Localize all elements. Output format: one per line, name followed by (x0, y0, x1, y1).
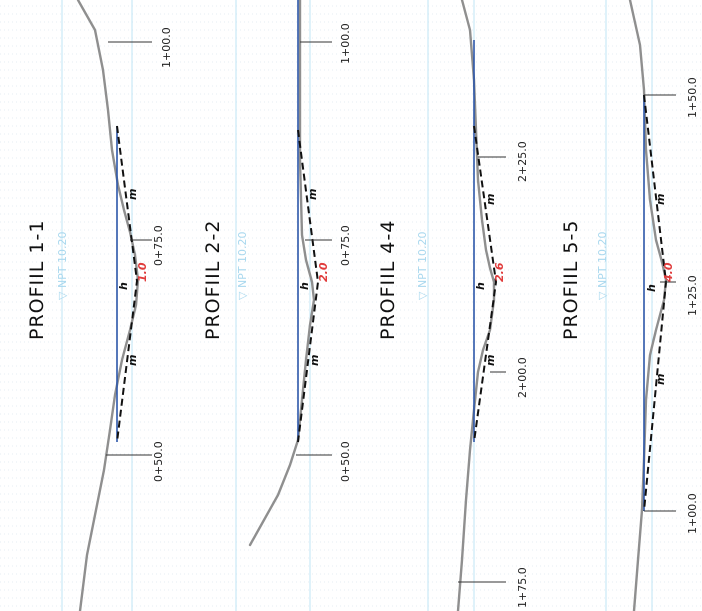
slope-label: m (654, 194, 667, 205)
slope-label: m (126, 189, 139, 200)
depth-value: 2.0 (317, 262, 330, 282)
depth-symbol: h (474, 282, 487, 290)
station-label: 0+75.0 (152, 225, 165, 266)
station-label: 1+00.0 (339, 23, 352, 64)
slope-label: m (484, 194, 497, 205)
depth-symbol: h (298, 282, 311, 290)
profile-5-5: m m h 4.0 PROFIIL 5-5 ▽ NPT 10.20 1+50.0… (560, 0, 699, 611)
station-label: 1+75.0 (516, 567, 529, 608)
profile-2-2: m m h 2.0 PROFIIL 2-2 ▽ NPT 10.20 1+00.0… (202, 0, 352, 611)
depth-symbol: h (645, 284, 658, 292)
depth-symbol: h (117, 282, 130, 290)
npt-label: ▽ NPT 10.20 (236, 231, 249, 300)
slope-label: m (654, 374, 667, 385)
profile-4-4: m m h 2.6 PROFIIL 4-4 ▽ NPT 10.20 2+25.0… (377, 0, 529, 611)
station-label: 2+00.0 (516, 357, 529, 398)
station-label: 1+00.0 (686, 493, 699, 534)
station-label: 0+50.0 (152, 441, 165, 482)
npt-label: ▽ NPT 10.20 (596, 231, 609, 300)
station-label: 1+50.0 (686, 77, 699, 118)
terrain-line (248, 0, 316, 547)
profile-title: PROFIIL 5-5 (560, 220, 582, 340)
slope-label: m (484, 355, 497, 366)
profile-title: PROFIIL 1-1 (26, 220, 48, 340)
slope-label: m (308, 355, 321, 366)
station-label: 1+00.0 (160, 27, 173, 68)
npt-label: ▽ NPT 10.20 (416, 231, 429, 300)
design-section (116, 125, 139, 443)
terrain-line (628, 0, 668, 611)
depth-value: 4.0 (662, 262, 675, 283)
slope-label: m (126, 355, 139, 366)
terrain-line (76, 0, 140, 611)
depth-value: 1.0 (136, 262, 149, 282)
station-label: 0+75.0 (339, 225, 352, 266)
npt-label: ▽ NPT 10.20 (56, 231, 69, 300)
profile-1-1: m m h 1.0 PROFIIL 1-1 ▽ NPT 10.20 1+00.0… (26, 0, 173, 611)
station-label: 1+25.0 (686, 275, 699, 316)
slope-label: m (306, 189, 319, 200)
profile-title: PROFIIL 2-2 (202, 220, 224, 340)
station-label: 0+50.0 (339, 441, 352, 482)
station-label: 2+25.0 (516, 141, 529, 182)
design-section (473, 125, 498, 443)
depth-value: 2.6 (493, 262, 506, 282)
terrain-line (456, 0, 496, 611)
profile-title: PROFIIL 4-4 (377, 220, 399, 340)
